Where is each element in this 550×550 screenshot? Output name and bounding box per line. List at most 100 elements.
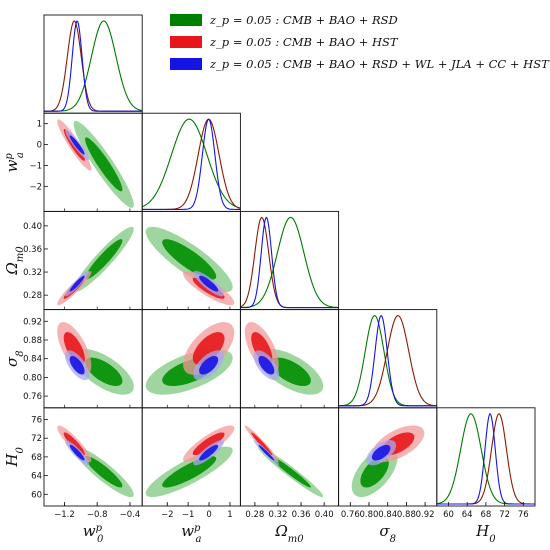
marginal-w0 <box>44 20 143 112</box>
x-tick-label-s8: 0.88 <box>397 510 416 520</box>
panels-layer: −1.2 −0.8 −0.4 wp 0 −2 −1 0 1 wp a 0.28 0.32 0.36 0.40… <box>3 14 536 545</box>
x-tick-label-h0: 68 <box>480 510 491 520</box>
y-tick-label-om: 0.40 <box>23 222 42 232</box>
legend-label-2: z_p = 0.05 : CMB + BAO + HST <box>209 35 399 49</box>
panel-frame <box>239 407 340 507</box>
x-tick-label-h0: 72 <box>499 510 510 520</box>
contour-inner-series-3 <box>69 356 85 375</box>
y-axis-label-s8: σ8 <box>3 350 26 367</box>
x-tick-label-s8: 0.92 <box>416 510 435 520</box>
x-tick-label-h0: 76 <box>518 510 529 520</box>
marginal-curve-series-1 <box>44 20 143 112</box>
y-tick-label-wa: 1 <box>37 120 42 130</box>
y-tick-label-om: 0.36 <box>23 245 42 255</box>
x-tick-label-s8: 0.84 <box>378 510 397 520</box>
marginal-curve-series-1 <box>338 315 437 407</box>
contour-inner-series-2 <box>192 432 225 456</box>
x-tick-label-om: 0.40 <box>315 510 334 520</box>
contour-inner-series-1 <box>85 239 123 280</box>
x-tick-label-w0: −0.8 <box>87 510 108 520</box>
panel-s8-vs-om <box>244 322 324 395</box>
y-tick-label-h0: 72 <box>31 434 42 444</box>
marginal-curve-series-3 <box>142 118 241 210</box>
legend: z_p = 0.05 : CMB + BAO + RSD z_p = 0.05 :… <box>170 13 550 71</box>
marginal-om <box>240 216 339 309</box>
legend-label-3: z_p = 0.05 : CMB + BAO + RSD + WL + JLA … <box>209 57 550 71</box>
panel-frame <box>141 112 241 212</box>
contour-inner-series-1 <box>85 357 123 386</box>
contour-inner-series-3 <box>199 444 219 461</box>
x-tick-label-wa: −2 <box>161 510 174 520</box>
x-axis-label-h0: H0 <box>475 522 496 545</box>
marginal-curve-series-3 <box>240 216 339 309</box>
contour-inner-series-3 <box>69 444 85 461</box>
y-tick-label-om: 0.28 <box>23 291 42 301</box>
x-tick-label-h0: 60 <box>443 510 454 520</box>
x-tick-label-w0: −0.4 <box>120 510 141 520</box>
contour-inner-series-2 <box>192 332 225 365</box>
marginal-wa <box>142 118 241 210</box>
contour-inner-series-3 <box>371 444 391 461</box>
contour-inner-series-3 <box>199 356 219 375</box>
contour-inner-series-1 <box>162 456 217 488</box>
y-tick-label-s8: 0.84 <box>23 355 42 365</box>
y-axis-label-wa: wpa <box>3 152 26 172</box>
y-tick-label-wa: 0 <box>37 141 42 151</box>
legend-label-1: z_p = 0.05 : CMB + BAO + RSD <box>209 13 398 27</box>
panel-h0-vs-om <box>244 425 324 498</box>
x-axis-label-wa: wp a <box>181 522 201 545</box>
y-axis-label-om: Ωm0 <box>3 246 26 276</box>
marginal-h0 <box>436 412 535 505</box>
x-tick-label-wa: −1 <box>182 510 195 520</box>
panel-frame <box>43 14 143 114</box>
panel-s8-vs-wa <box>145 322 235 395</box>
contour-inner-series-3 <box>258 356 275 375</box>
contour-inner-series-3 <box>69 275 85 292</box>
y-tick-label-s8: 0.92 <box>23 317 42 327</box>
legend-swatch-2 <box>170 36 202 48</box>
x-tick-label-s8: 0.76 <box>341 510 360 520</box>
marginal-curve-series-1 <box>436 413 535 505</box>
y-tick-label-h0: 60 <box>31 490 42 500</box>
marginal-s8 <box>338 314 437 407</box>
panel-frame <box>239 210 340 311</box>
y-tick-label-h0: 64 <box>31 472 42 482</box>
y-tick-label-om: 0.32 <box>23 268 42 278</box>
contour-inner-series-2 <box>63 432 85 456</box>
y-tick-label-s8: 0.76 <box>23 392 42 402</box>
contour-inner-series-1 <box>85 456 123 488</box>
x-tick-label-om: 0.36 <box>292 510 311 520</box>
panel-om-vs-w0 <box>57 226 134 306</box>
panel-h0-vs-w0 <box>57 425 134 498</box>
x-axis-label-w0: wp 0 <box>83 522 104 545</box>
panel-frame <box>436 407 536 507</box>
contour-inner-series-2 <box>251 432 273 456</box>
y-tick-label-h0: 68 <box>31 453 42 463</box>
x-tick-label-w0: −1.2 <box>54 510 75 520</box>
panel-h0-vs-wa <box>145 425 235 498</box>
legend-swatch-3 <box>170 58 202 70</box>
contour-inner-series-1 <box>360 456 389 488</box>
x-axis-label-om: Ωm0 <box>274 522 304 545</box>
contour-inner-series-1 <box>85 137 123 192</box>
x-tick-label-om: 0.28 <box>245 510 264 520</box>
marginal-curve-series-1 <box>240 216 339 309</box>
contour-inner-series-1 <box>162 239 217 280</box>
panel-s8-vs-w0 <box>57 322 134 395</box>
x-tick-label-wa: 0 <box>206 510 211 520</box>
contour-inner-series-3 <box>69 135 85 155</box>
contour-inner-series-1 <box>270 456 311 488</box>
y-tick-label-wa: −1 <box>29 161 42 171</box>
marginal-curve-series-2 <box>338 315 437 407</box>
marginal-curve-series-3 <box>436 412 535 505</box>
marginal-curve-series-2 <box>142 118 241 210</box>
y-tick-label-wa: −2 <box>29 182 42 192</box>
marginal-curve-series-3 <box>338 314 437 407</box>
contour-inner-series-3 <box>258 444 275 461</box>
x-tick-label-om: 0.32 <box>268 510 287 520</box>
panel-om-vs-wa <box>145 226 235 306</box>
marginal-curve-series-1 <box>142 118 241 209</box>
contour-inner-series-1 <box>270 357 311 386</box>
legend-swatch-1 <box>170 14 202 26</box>
